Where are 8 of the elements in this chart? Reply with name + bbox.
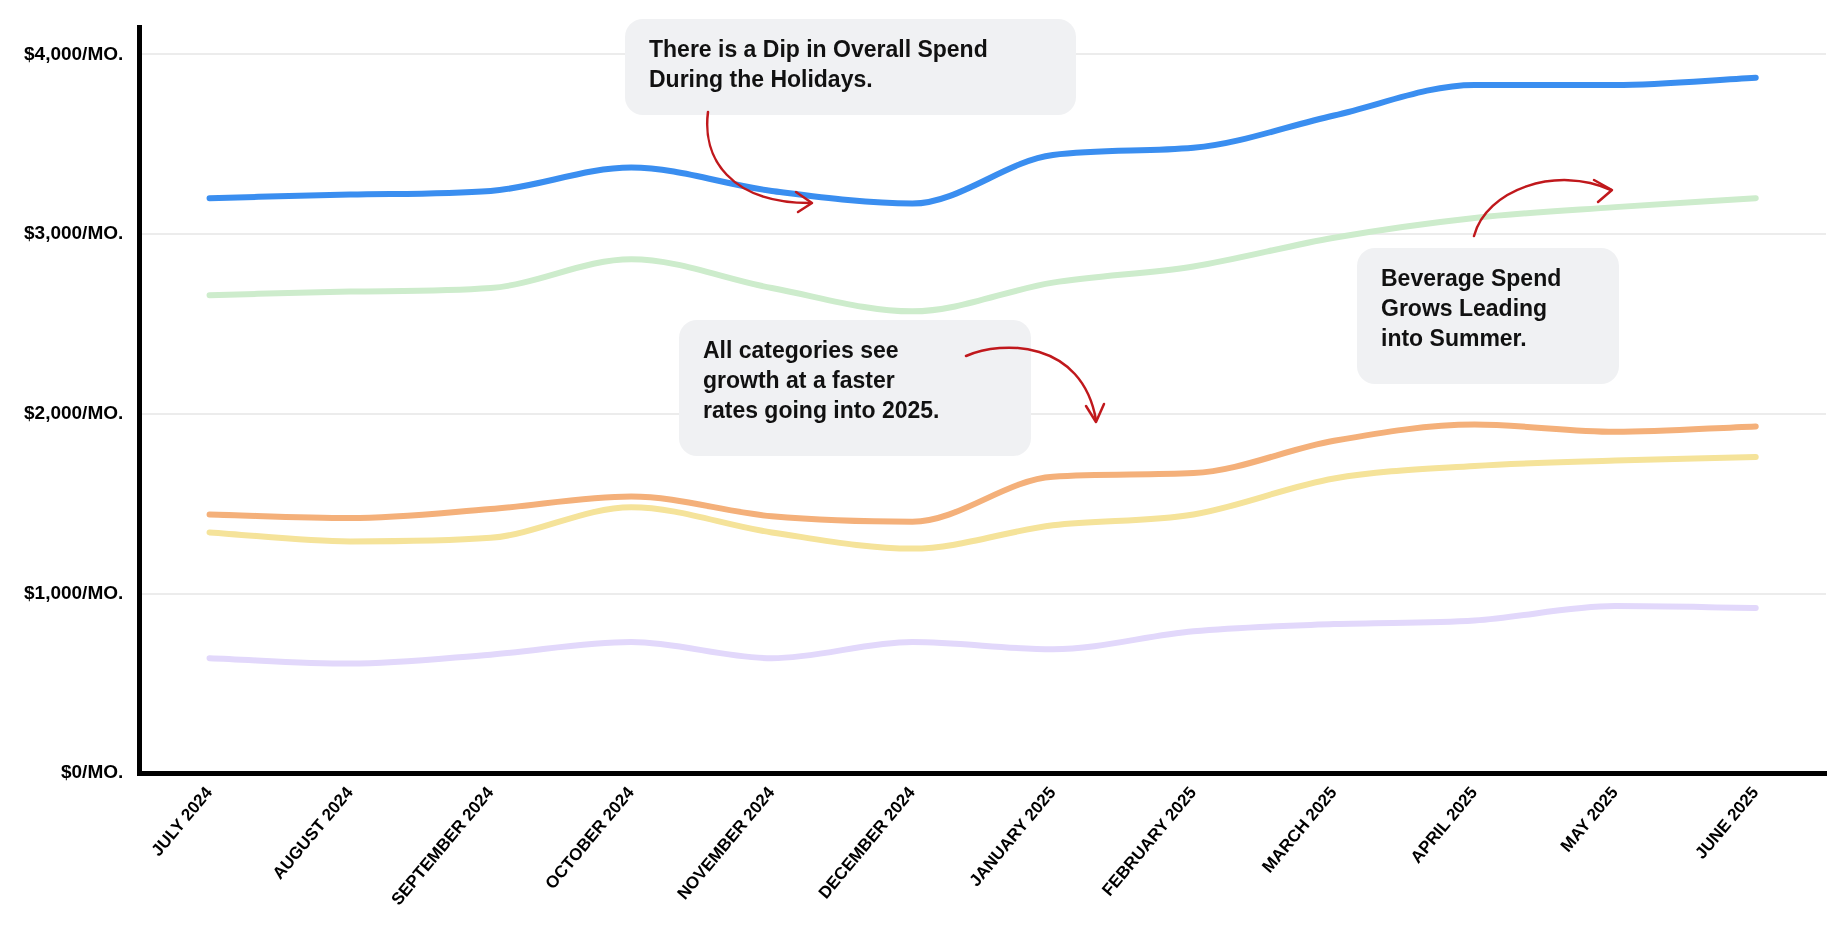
annotation: Beverage Spend Grows Leading into Summer. (1381, 264, 1563, 353)
y-tick-label: $3,000/MO. (24, 222, 124, 244)
annotation: All categories see growth at a faster rates going into 2025. (703, 336, 941, 425)
y-tick-label: $4,000/MO. (24, 42, 124, 64)
y-tick-label: $2,000/MO. (24, 402, 124, 424)
y-tick-label: $0/MO. (60, 761, 124, 783)
annotation: There is a Dip in Overall Spend During the Holidays. (649, 35, 989, 94)
y-tick-label: $1,000/MO. (24, 581, 124, 603)
